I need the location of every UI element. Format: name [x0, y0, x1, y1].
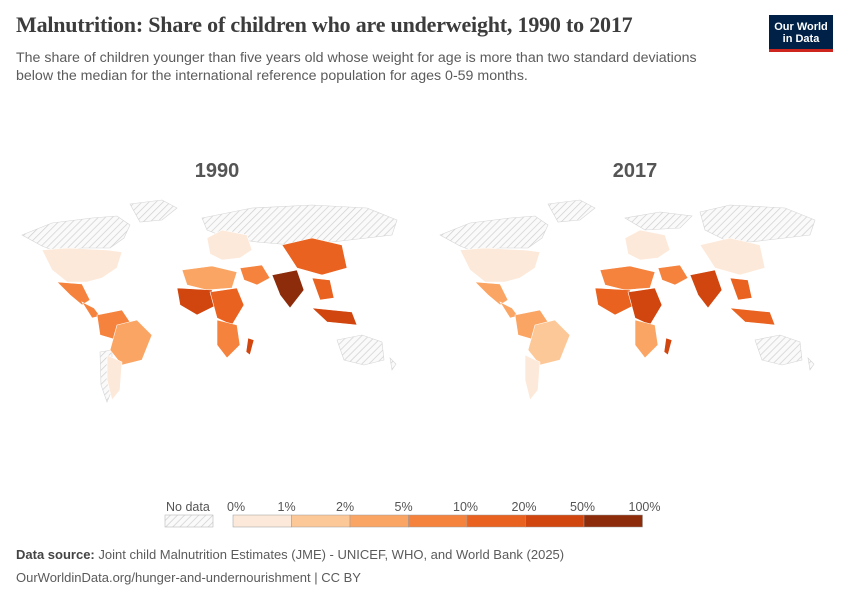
middle-east-country [239, 264, 271, 286]
legend-swatch-3 [408, 514, 468, 528]
north-africa-country [181, 265, 238, 291]
no-data-regions [439, 199, 816, 371]
argentina-country [524, 354, 541, 401]
americas-region [459, 247, 571, 401]
africa-region [176, 265, 255, 359]
legend-tick-1: 1% [277, 500, 296, 514]
legend-tick-6: 50% [570, 500, 596, 514]
china-country [699, 237, 766, 276]
india-country [271, 269, 305, 309]
middle-east-country [657, 264, 689, 286]
map-title-2017: 2017 [612, 160, 658, 182]
north-america-country [459, 247, 541, 283]
legend-swatch-0 [232, 514, 292, 528]
legend-tick-7: 100% [628, 500, 661, 514]
legend-tick-3: 5% [394, 500, 413, 514]
southeast-asia-country [311, 277, 335, 301]
legend-swatch-4 [466, 514, 526, 528]
mexico-country [474, 281, 509, 306]
west-africa-country [594, 287, 636, 316]
data-source: Data source: Joint child Malnutrition Es… [16, 547, 564, 562]
world-map-1990[interactable] [12, 190, 412, 420]
legend-tick-5: 20% [511, 500, 537, 514]
madagascar-country [245, 337, 255, 356]
data-source-text: Joint child Malnutrition Estimates (JME)… [98, 547, 565, 562]
chart-subtitle: The share of children younger than five … [16, 50, 697, 84]
europe-region [624, 229, 671, 261]
legend-tick-0: 0% [227, 500, 246, 514]
north-america-country [41, 247, 123, 283]
legend-tick-4: 10% [453, 500, 479, 514]
mexico-country [56, 281, 91, 306]
argentina-country [106, 354, 123, 401]
africa-region [594, 265, 673, 359]
southern-africa-country [634, 319, 659, 359]
central-africa-country [627, 287, 663, 326]
data-source-label: Data source: [16, 547, 95, 562]
owid-logo[interactable]: Our World in Data [769, 15, 833, 52]
legend-tick-2: 2% [336, 500, 355, 514]
asia-region [239, 237, 358, 326]
indonesia-country [729, 307, 776, 326]
logo-line-2: in Data [782, 33, 820, 45]
world-map-2017[interactable] [430, 190, 830, 420]
brazil-country [109, 319, 153, 366]
southeast-asia-country [729, 277, 753, 301]
central-africa-country [209, 287, 245, 326]
asia-region [657, 237, 776, 326]
southern-africa-country [216, 319, 241, 359]
legend-no-data-swatch [164, 514, 214, 528]
chart-title: Malnutrition: Share of children who are … [16, 12, 633, 37]
legend-swatch-2 [349, 514, 409, 528]
brazil-country [527, 319, 571, 366]
legend-color-scale [232, 514, 643, 528]
west-africa-country [176, 287, 218, 316]
americas-region [41, 247, 153, 401]
no-data-regions [21, 199, 398, 403]
legend-no-data-label: No data [166, 500, 210, 514]
footer-link[interactable]: OurWorldinData.org/hunger-and-undernouri… [16, 570, 361, 585]
legend-swatch-1 [291, 514, 351, 528]
china-country [281, 237, 348, 276]
legend-swatch-6 [583, 514, 643, 528]
north-africa-country [599, 265, 656, 291]
legend-swatch-5 [525, 514, 585, 528]
india-country [689, 269, 723, 309]
madagascar-country [663, 337, 673, 356]
indonesia-country [311, 307, 358, 326]
map-title-1990: 1990 [194, 160, 240, 182]
europe-region [206, 229, 253, 261]
logo-line-1: Our World [774, 21, 828, 33]
